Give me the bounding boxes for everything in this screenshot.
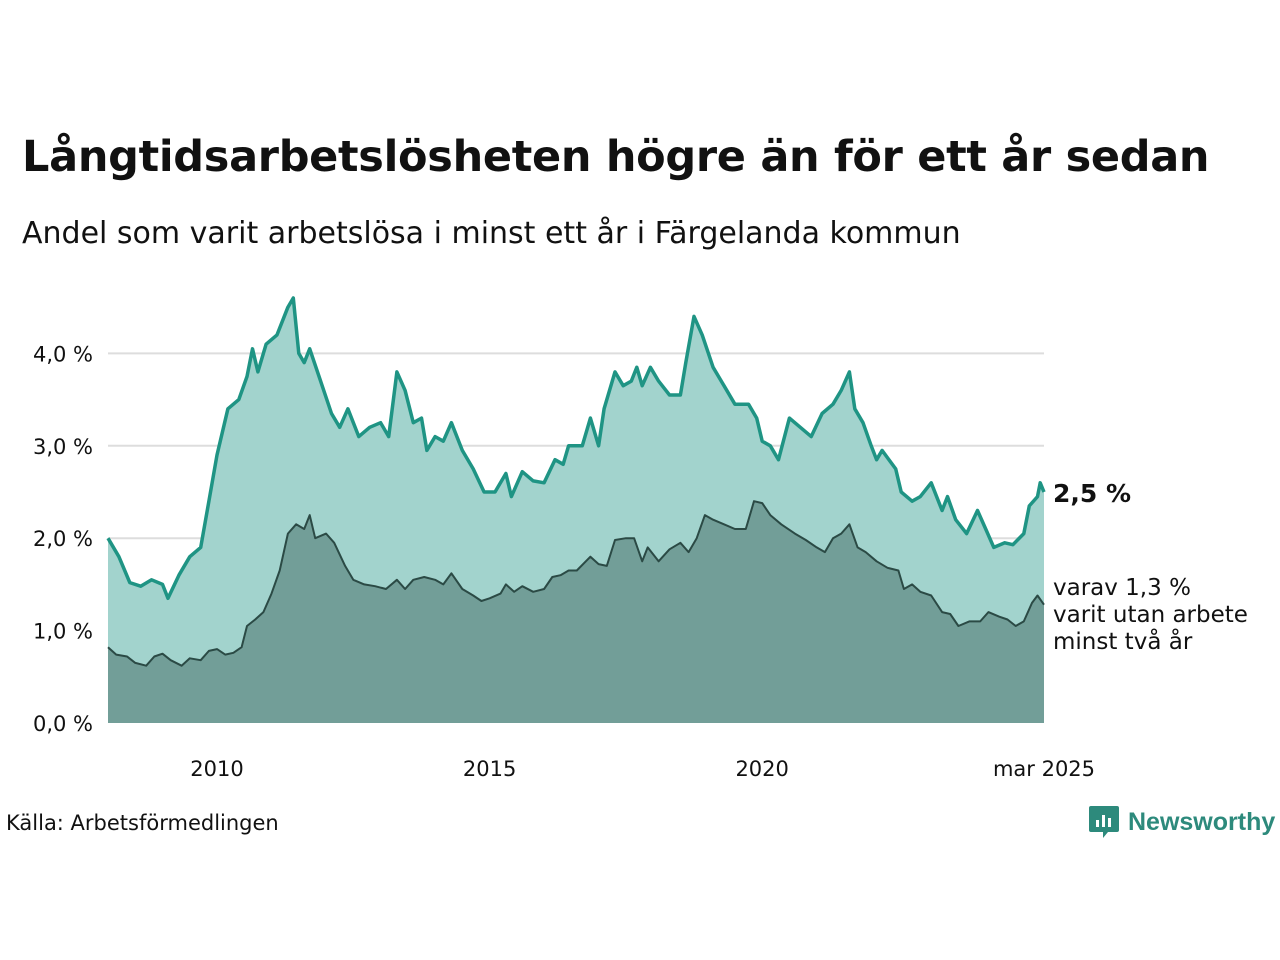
chart-title: Långtidsarbetslösheten högre än för ett … [22,132,1210,182]
series-area-min2 [108,501,1044,723]
y-tick-label: 4,0 % [33,342,93,366]
x-tick-label: 2020 [735,757,788,781]
newsworthy-logo-icon [1089,806,1119,838]
series-line-min2 [107,500,1045,667]
y-tick-label: 3,0 % [33,435,93,459]
x-tick-label: 2010 [190,757,243,781]
x-axis-labels: 2010 2015 2020 mar 2025 [190,757,1095,781]
y-tick-label: 0,0 % [33,712,93,736]
end-label-primary: 2,5 % [1053,479,1131,508]
x-tick-label: mar 2025 [993,757,1095,781]
end-label-secondary-line: varit utan arbete [1053,602,1248,628]
end-labels: 2,5 % varav 1,3 % varit utan arbete minst t… [1053,479,1248,655]
end-label-secondary-line: minst två år [1053,627,1193,655]
source-note: Källa: Arbetsförmedlingen [6,811,279,835]
brand-name: Newsworthy [1128,807,1276,836]
y-axis-labels: 0,0 % 1,0 % 2,0 % 3,0 % 4,0 % [33,342,93,736]
series-line-min1 [106,296,1046,601]
y-tick-label: 1,0 % [33,620,93,644]
end-label-secondary-line: varav 1,3 % [1053,575,1191,601]
x-tick-label: 2015 [463,757,516,781]
y-tick-label: 2,0 % [33,527,93,551]
series-areas [106,296,1046,723]
brand-logo[interactable]: Newsworthy [1088,804,1275,840]
chart-subtitle: Andel som varit arbetslösa i minst ett å… [22,216,961,251]
end-label-secondary: varav 1,3 % varit utan arbete minst två år [1053,575,1248,655]
